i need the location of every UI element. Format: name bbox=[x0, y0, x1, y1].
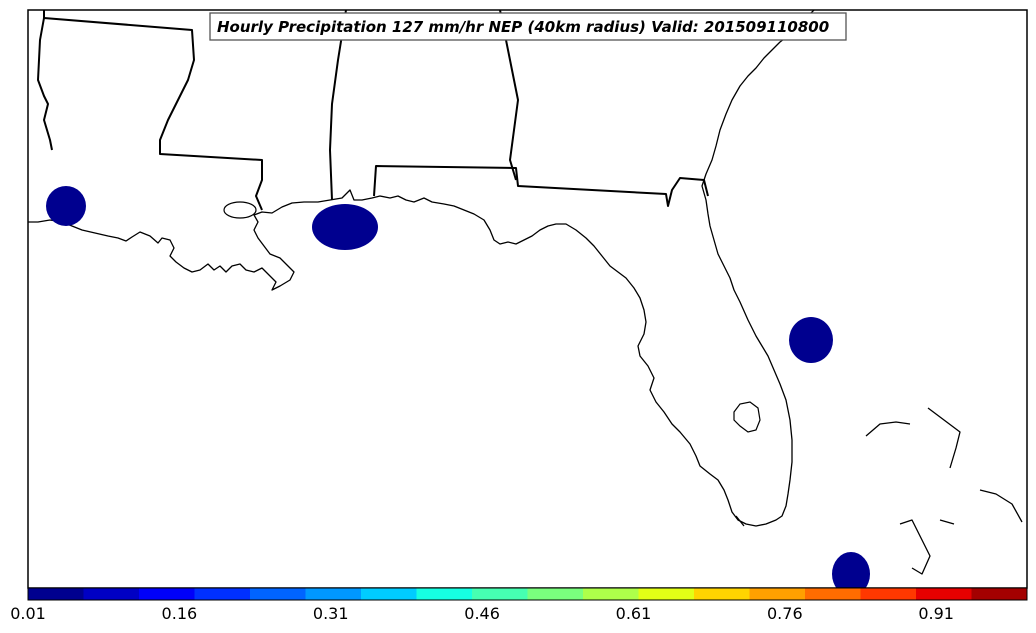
ms-al-border bbox=[329, 10, 347, 201]
colorbar-segment bbox=[638, 588, 695, 600]
precip-blob-mobile-bay bbox=[312, 204, 378, 250]
map-frame bbox=[27, 9, 1028, 589]
precip-blob-atlantic bbox=[789, 317, 833, 363]
colorbar-segment bbox=[472, 588, 528, 600]
map-layer bbox=[28, 10, 1023, 588]
colorbar-tick-label: 0.61 bbox=[616, 604, 652, 623]
lake-okeechobee bbox=[733, 401, 761, 433]
colorbar-tick-label: 0.16 bbox=[162, 604, 198, 623]
colorbar-segment bbox=[971, 588, 1028, 600]
title-box bbox=[209, 12, 847, 41]
colorbar-segment bbox=[361, 588, 417, 600]
colorbar-tick-label: 0.01 bbox=[10, 604, 46, 623]
la-ms-border bbox=[43, 17, 263, 211]
colorbar-tick-label: 0.31 bbox=[313, 604, 349, 623]
precip-blob-louisiana bbox=[46, 186, 86, 226]
colorbar bbox=[27, 587, 1028, 601]
colorbar-segment bbox=[860, 588, 917, 600]
lake-pontchartrain bbox=[223, 201, 257, 219]
gulf-coastline bbox=[28, 10, 815, 527]
colorbar-segment bbox=[749, 588, 806, 600]
colorbar-segment bbox=[139, 588, 195, 600]
al-fl-border bbox=[373, 165, 709, 207]
colorbar-segment bbox=[527, 588, 584, 600]
colorbar-segment bbox=[694, 588, 750, 600]
colorbar-segment bbox=[83, 588, 140, 600]
colorbar-segment bbox=[805, 588, 861, 600]
colorbar-segment bbox=[28, 588, 84, 600]
precip-blob-bahamas bbox=[832, 552, 870, 588]
colorbar-segment bbox=[250, 588, 306, 600]
colorbar-segment bbox=[305, 588, 362, 600]
colorbar-segment bbox=[916, 588, 972, 600]
colorbar-ticks: 0.01 0.16 0.31 0.46 0.61 0.76 0.91 bbox=[10, 604, 954, 623]
state-borders bbox=[37, 10, 53, 151]
colorbar-segment bbox=[194, 588, 251, 600]
colorbar-segment bbox=[416, 588, 473, 600]
map-title: Hourly Precipitation 127 mm/hr NEP (40km… bbox=[217, 18, 829, 36]
colorbar-tick-label: 0.76 bbox=[767, 604, 803, 623]
colorbar-tick-label: 0.46 bbox=[464, 604, 500, 623]
bahamas-islands bbox=[735, 407, 1023, 575]
colorbar-outline bbox=[27, 587, 1028, 601]
colorbar-tick-label: 0.91 bbox=[918, 604, 954, 623]
colorbar-segment bbox=[583, 588, 639, 600]
